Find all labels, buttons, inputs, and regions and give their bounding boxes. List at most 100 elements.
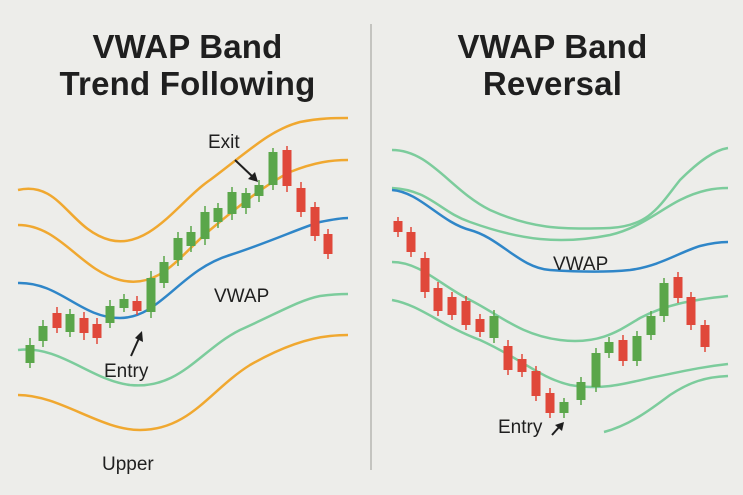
right-candle — [489, 310, 499, 343]
exit-label: Exit — [208, 132, 240, 153]
arrow-up-right-icon — [130, 331, 143, 357]
upper-label: Upper — [102, 454, 154, 475]
left-candle — [132, 296, 142, 315]
candle-body — [105, 306, 115, 323]
candle-body — [393, 221, 403, 232]
arrow-up-right-icon — [551, 422, 564, 436]
candle-body — [65, 314, 75, 332]
right-candle — [420, 252, 430, 298]
candle-body — [475, 319, 485, 332]
candle-body — [503, 346, 513, 370]
left-candle — [52, 307, 62, 333]
right-candle — [406, 227, 416, 257]
candle-body — [79, 318, 89, 333]
left-candle — [296, 182, 306, 217]
right-candle — [531, 366, 541, 401]
right-candle — [393, 217, 403, 237]
right-candle — [632, 331, 642, 366]
left-vwap-label: VWAP — [214, 286, 269, 307]
left-upper-band-2 — [17, 116, 349, 243]
candle-body — [700, 325, 710, 347]
candle-body — [686, 297, 696, 325]
candle-body — [310, 207, 320, 236]
right-candle — [475, 314, 485, 337]
right-candle — [604, 337, 614, 358]
left-candle — [227, 187, 237, 220]
right-candle — [433, 282, 443, 316]
candle-body — [323, 234, 333, 254]
right-candle — [591, 348, 601, 392]
left-candle — [213, 203, 223, 228]
candle-body — [461, 301, 471, 325]
right-candle — [700, 320, 710, 352]
right-lower-band-3 — [603, 374, 729, 434]
left-candle — [323, 229, 333, 259]
candle-body — [632, 336, 642, 361]
right-candle — [659, 278, 669, 322]
candle-body — [591, 353, 601, 387]
candle-body — [227, 192, 237, 214]
candle-body — [254, 185, 264, 196]
candle-body — [406, 232, 416, 252]
left-candle — [92, 318, 102, 344]
candle-body — [282, 150, 292, 186]
right-candle — [545, 388, 555, 418]
right-candle — [447, 292, 457, 320]
arrow-down-right-icon — [234, 159, 258, 182]
candle-body — [447, 297, 457, 315]
left-candle — [200, 206, 210, 245]
candle-body — [673, 277, 683, 298]
candle-body — [618, 340, 628, 361]
candle-body — [146, 278, 156, 312]
left-candle — [282, 146, 292, 192]
left-candle — [79, 312, 89, 340]
right-candle — [618, 335, 628, 366]
left-candle — [65, 309, 75, 337]
right-title-line-1: VWAP Band — [457, 28, 648, 65]
right-panel: VWAP Entry — [391, 146, 729, 438]
candle-body — [646, 316, 656, 335]
candle-body — [119, 299, 129, 308]
candle-body — [186, 232, 196, 246]
candle-body — [576, 382, 586, 400]
candle-body — [420, 258, 430, 292]
left-candle — [254, 180, 264, 202]
right-candle — [503, 340, 513, 375]
left-candle — [173, 232, 183, 266]
left-candle — [38, 320, 48, 347]
candle-body — [38, 326, 48, 341]
right-candle — [673, 272, 683, 303]
candle-body — [268, 152, 278, 185]
candle-body — [433, 288, 443, 311]
right-panel-title: VWAP Band Reversal — [380, 28, 725, 102]
candle-body — [92, 324, 102, 338]
candle-body — [296, 188, 306, 212]
right-candle — [576, 377, 586, 405]
right-vwap-label: VWAP — [553, 254, 608, 275]
right-candles — [393, 217, 710, 418]
left-panel-title: VWAP Band Trend Following — [20, 28, 355, 102]
left-candle — [105, 300, 115, 328]
right-upper-band-2 — [391, 146, 729, 230]
right-lower-band-2 — [391, 298, 729, 389]
left-candles — [25, 146, 333, 368]
left-panel: Exit VWAP Entry Upper — [17, 116, 349, 475]
left-lower-band-1 — [17, 292, 349, 387]
left-candle — [268, 148, 278, 190]
candle-body — [659, 283, 669, 316]
candle-body — [25, 345, 35, 363]
left-lower-band-2 — [17, 333, 349, 432]
left-candle — [186, 226, 196, 252]
left-candle — [146, 271, 156, 318]
right-candle — [461, 296, 471, 330]
left-upper-band-1 — [17, 158, 349, 283]
candle-body — [545, 393, 555, 413]
right-candle — [646, 311, 656, 340]
candle-body — [200, 212, 210, 239]
right-candle — [559, 398, 569, 418]
left-title-line-1: VWAP Band — [92, 28, 283, 65]
candle-body — [52, 313, 62, 328]
right-candle — [686, 292, 696, 330]
